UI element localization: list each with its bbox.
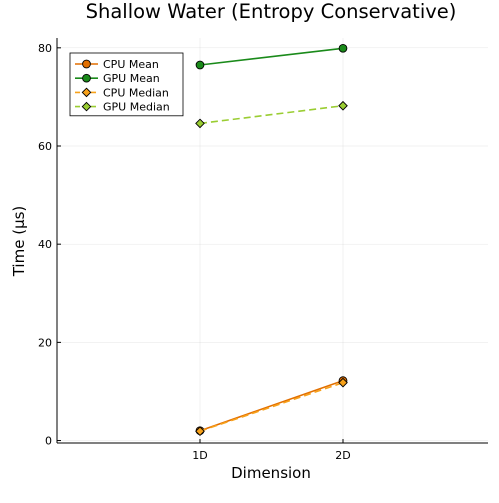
chart-title: Shallow Water (Entropy Conservative)	[86, 0, 457, 23]
legend-marker	[81, 101, 92, 112]
series-layer	[195, 43, 348, 437]
series-line	[199, 47, 344, 66]
data-point	[338, 377, 348, 388]
grid	[57, 38, 488, 443]
legend-label: GPU Median	[103, 101, 170, 114]
data-point	[195, 60, 205, 70]
data-point	[195, 118, 205, 129]
data-point	[195, 426, 205, 437]
axes: 0 20 40 60 80 1D 2D	[38, 38, 488, 462]
legend-label: CPU Mean	[103, 58, 159, 71]
y-axis-label: Time (µs)	[10, 206, 28, 278]
y-tick-label: 40	[38, 238, 52, 251]
series-line	[199, 104, 344, 125]
data-point	[338, 100, 348, 111]
data-point	[338, 43, 348, 53]
series-cpu-median	[195, 377, 348, 437]
legend-item: CPU Mean	[75, 58, 159, 71]
x-tick-label: 2D	[335, 449, 350, 462]
y-tick-label: 80	[38, 42, 52, 55]
series-gpu-median	[195, 100, 348, 129]
legend-item: CPU Median	[75, 86, 169, 99]
legend-item: GPU Mean	[75, 72, 160, 85]
y-tick-label: 20	[38, 336, 52, 349]
series-line	[199, 381, 344, 432]
legend-marker	[82, 59, 91, 69]
legend-item: GPU Median	[75, 101, 170, 114]
y-tick-label: 0	[45, 435, 52, 448]
legend-marker	[81, 87, 92, 98]
legend-label: CPU Median	[103, 86, 169, 99]
legend-label: GPU Mean	[103, 72, 160, 85]
legend-marker	[82, 73, 91, 83]
x-tick-label: 1D	[192, 449, 207, 462]
y-tick-label: 60	[38, 140, 52, 153]
x-axis-label: Dimension	[231, 464, 311, 482]
series-gpu-mean	[195, 43, 348, 70]
